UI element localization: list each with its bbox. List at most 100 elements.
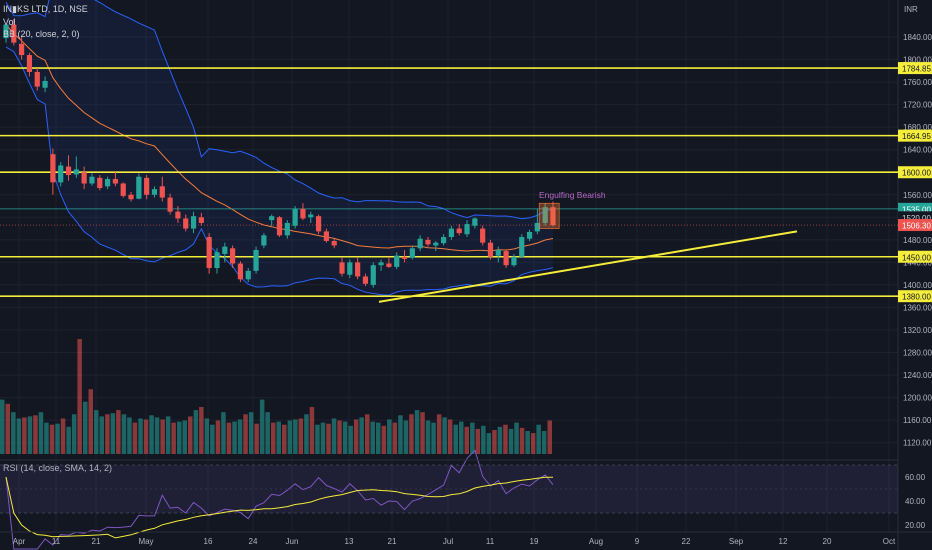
volume-bar xyxy=(547,420,552,454)
trendline[interactable] xyxy=(378,230,798,303)
candle-body xyxy=(425,239,431,245)
candlesticks xyxy=(3,18,556,288)
symbol-title[interactable]: IN▮KS LTD, 1D, NSE xyxy=(3,4,88,14)
volume-bar xyxy=(403,420,409,454)
horizontal-levels[interactable] xyxy=(0,67,898,297)
candle-body xyxy=(464,224,470,235)
volume-bar xyxy=(282,424,287,454)
candle-body xyxy=(276,217,283,236)
volume-bar xyxy=(221,412,226,454)
pattern-highlight xyxy=(538,202,560,229)
currency-label: INR xyxy=(904,5,918,14)
candle-body xyxy=(370,265,376,285)
price-tick-label: 1160.00 xyxy=(903,416,932,425)
volume-bar xyxy=(359,417,364,454)
time-tick-label: Jun xyxy=(286,537,299,546)
price-axis[interactable]: 60.00 40.00 20.00 INR 1840.00 1800.00 1760.00 1… xyxy=(903,5,932,530)
candle-body xyxy=(472,218,478,226)
candle-body xyxy=(378,262,384,266)
candle-body xyxy=(347,262,353,275)
volume-bar xyxy=(199,407,204,454)
volume-bar xyxy=(442,417,447,454)
volume-bars xyxy=(0,339,552,454)
rsi-panel xyxy=(0,449,898,550)
volume-bar xyxy=(514,422,519,454)
level-tag xyxy=(898,166,932,179)
volume-bar xyxy=(320,422,326,454)
price-tick-label: 1760.00 xyxy=(903,78,932,87)
price-tick-label: 1240.00 xyxy=(903,371,932,380)
time-tick-label: Sep xyxy=(729,537,744,546)
candle-body xyxy=(97,177,103,189)
volume-bar xyxy=(177,421,182,454)
volume-bar xyxy=(331,418,337,454)
volume-bar xyxy=(226,422,232,454)
volume-bar xyxy=(409,414,414,454)
volume-bar xyxy=(71,414,77,454)
ascending-trendline xyxy=(378,230,798,303)
volume-bar xyxy=(259,399,265,454)
time-tick-label: 12 xyxy=(779,537,788,546)
price-tick-label: 1640.00 xyxy=(903,146,932,155)
time-tick-label: Jul xyxy=(443,537,453,546)
candle-body xyxy=(300,208,306,219)
candle-body xyxy=(284,222,290,236)
price-tag xyxy=(898,219,932,232)
candle-body xyxy=(11,24,17,43)
candle-body xyxy=(3,24,9,39)
volume-bar xyxy=(525,431,530,454)
price-tick-label: 1360.00 xyxy=(903,303,932,312)
volume-bar xyxy=(22,417,27,454)
bb-lower-line xyxy=(5,46,554,296)
candle-body xyxy=(308,214,314,218)
time-tick-label: 16 xyxy=(204,537,213,546)
price-tick-label: 1720.00 xyxy=(903,101,932,110)
level-tag-label: 1450.00 xyxy=(902,253,931,262)
time-tick-label: 21 xyxy=(388,537,397,546)
candle-body xyxy=(183,218,189,229)
time-tick-label: Apr xyxy=(13,537,26,546)
rsi-tick-label: 20.00 xyxy=(905,521,926,530)
candle-body xyxy=(456,228,462,234)
candle-body xyxy=(511,256,517,266)
time-tick-label: 22 xyxy=(682,537,691,546)
volume-bar xyxy=(387,419,392,454)
price-tick-label: 1680.00 xyxy=(903,123,932,132)
rsi-legend[interactable]: RSI (14, close, SMA, 14, 2) xyxy=(3,463,113,473)
engulfing-pattern-box: Engulfing Bearish xyxy=(538,190,606,229)
level-tag xyxy=(898,62,932,75)
time-axis[interactable]: Apr 11 21 May 16 24 Jun 13 21 Jul 11 19 Aug 9 22 Sep 12 2… xyxy=(0,531,932,546)
volume-bar xyxy=(232,421,237,454)
volume-bar xyxy=(536,424,541,454)
volume-bar xyxy=(530,433,536,454)
candle-body xyxy=(495,249,501,256)
volume-bar xyxy=(33,415,38,454)
volume-bar xyxy=(508,428,514,454)
volume-bar xyxy=(342,421,348,454)
volume-bar xyxy=(492,430,497,454)
bb-legend[interactable]: BB (20, close, 2, 0) xyxy=(3,29,80,39)
volume-legend[interactable]: Vol xyxy=(3,17,16,27)
candle-body xyxy=(355,262,361,277)
volume-bar xyxy=(420,412,425,454)
candle-body xyxy=(222,246,228,254)
volume-bar xyxy=(309,407,315,454)
volume-bar xyxy=(376,422,381,454)
time-tick-label: Oct xyxy=(883,537,896,546)
candle-body xyxy=(339,262,345,274)
time-tick-label: Aug xyxy=(589,537,603,546)
volume-bar xyxy=(77,339,82,454)
candle-body xyxy=(151,189,158,195)
volume-bar xyxy=(193,410,199,454)
volume-bar xyxy=(271,422,276,454)
volume-bar xyxy=(16,418,22,454)
volume-bar xyxy=(182,420,187,454)
volume-bar xyxy=(127,417,132,454)
level-tag xyxy=(898,250,932,263)
volume-bar xyxy=(94,410,99,454)
volume-bar xyxy=(265,412,270,454)
volume-bar xyxy=(121,414,127,454)
candle-body xyxy=(503,251,509,266)
